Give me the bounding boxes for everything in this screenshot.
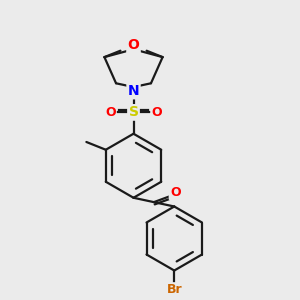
Text: O: O	[105, 106, 116, 119]
Text: S: S	[128, 105, 139, 119]
Text: Br: Br	[167, 284, 182, 296]
Text: O: O	[170, 186, 181, 199]
Text: N: N	[128, 84, 139, 98]
Text: O: O	[128, 38, 140, 52]
Text: O: O	[152, 106, 162, 119]
